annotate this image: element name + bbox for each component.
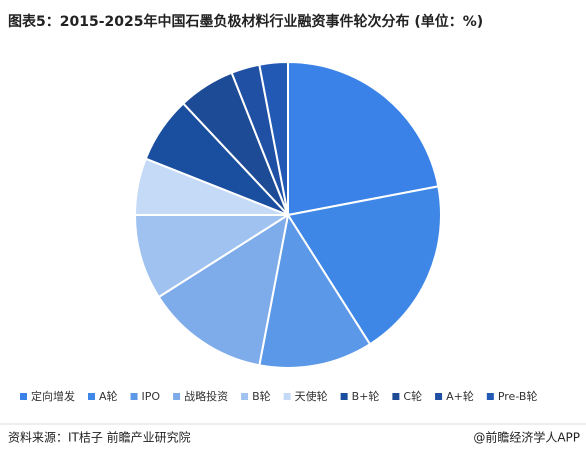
- legend-swatch: [20, 393, 27, 400]
- pie: [133, 60, 442, 369]
- legend-label: 天使轮: [295, 389, 328, 403]
- legend-label: B+轮: [352, 389, 380, 403]
- legend-swatch: [486, 393, 494, 400]
- credit: @前瞻经济学人APP: [473, 430, 580, 445]
- legend-label: A+轮: [446, 389, 474, 403]
- legend-swatch: [173, 393, 181, 400]
- legend-label: Pre-B轮: [498, 389, 538, 403]
- pie-slice: [287, 60, 440, 217]
- legend-swatch: [88, 393, 95, 400]
- legend-swatch: [241, 393, 249, 400]
- pie-slice: [157, 212, 290, 367]
- source: 资料来源：IT桔子 前瞻产业研究院: [8, 430, 191, 445]
- pie-slice: [286, 185, 442, 346]
- pie-slice: [133, 214, 292, 299]
- legend-swatch: [340, 393, 348, 400]
- legend-label: IPO: [142, 390, 161, 403]
- legend-swatch: [392, 393, 400, 400]
- legend-swatch: [130, 393, 138, 400]
- pie-slice: [258, 60, 289, 216]
- pie-slice: [258, 212, 372, 369]
- legend-label: C轮: [403, 389, 422, 403]
- legend-label: B轮: [252, 389, 271, 403]
- legend-label: 战略投资: [184, 389, 228, 403]
- legend-label: 定向增发: [31, 389, 75, 403]
- chart-title: 图表5：2015-2025年中国石墨负极材料行业融资事件轮次分布 (单位：%): [8, 13, 483, 30]
- legend: 定向增发 A轮 IPO 战略投资 B轮 天使轮 B+轮 C轮 A+轮 Pre-B轮: [20, 389, 537, 403]
- legend-swatch: [283, 393, 291, 400]
- legend-swatch: [435, 393, 443, 400]
- legend-label: A轮: [99, 389, 118, 403]
